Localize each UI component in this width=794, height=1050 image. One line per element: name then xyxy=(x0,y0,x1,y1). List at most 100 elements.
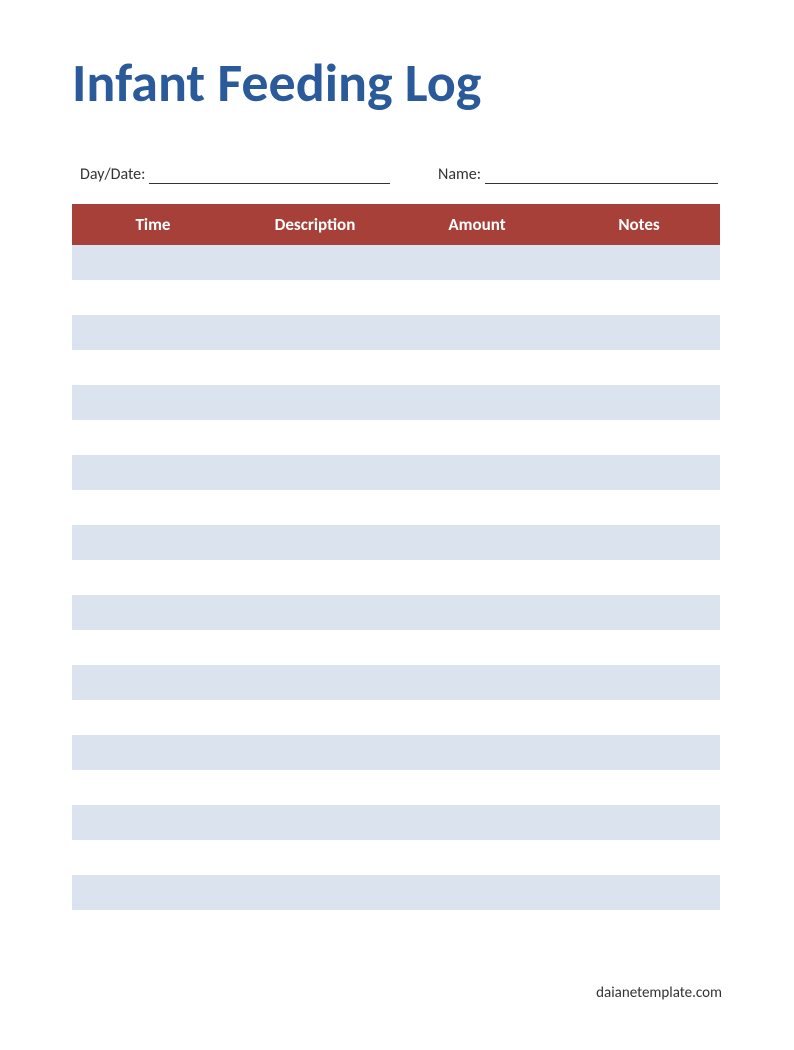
table-cell[interactable] xyxy=(396,805,558,840)
table-cell[interactable] xyxy=(396,700,558,735)
day-date-input-line[interactable] xyxy=(149,166,390,184)
table-cell[interactable] xyxy=(396,490,558,525)
table-cell[interactable] xyxy=(558,525,720,560)
table-cell[interactable] xyxy=(558,665,720,700)
table-row xyxy=(72,490,720,525)
table-cell[interactable] xyxy=(396,770,558,805)
table-cell[interactable] xyxy=(72,560,234,595)
table-cell[interactable] xyxy=(558,490,720,525)
table-cell[interactable] xyxy=(558,875,720,910)
table-cell[interactable] xyxy=(72,350,234,385)
table-cell[interactable] xyxy=(72,455,234,490)
table-cell[interactable] xyxy=(558,280,720,315)
table-cell[interactable] xyxy=(72,805,234,840)
table-cell[interactable] xyxy=(72,630,234,665)
table-cell[interactable] xyxy=(396,910,558,945)
table-cell[interactable] xyxy=(72,525,234,560)
table-cell[interactable] xyxy=(558,770,720,805)
table-cell[interactable] xyxy=(558,350,720,385)
table-cell[interactable] xyxy=(396,735,558,770)
table-cell[interactable] xyxy=(396,595,558,630)
table-cell[interactable] xyxy=(234,735,396,770)
table-cell[interactable] xyxy=(234,245,396,280)
table-cell[interactable] xyxy=(234,630,396,665)
table-row xyxy=(72,315,720,350)
table-cell[interactable] xyxy=(72,840,234,875)
table-cell[interactable] xyxy=(396,525,558,560)
table-cell[interactable] xyxy=(72,770,234,805)
table-cell[interactable] xyxy=(72,910,234,945)
table-cell[interactable] xyxy=(72,735,234,770)
table-cell[interactable] xyxy=(558,245,720,280)
table-cell[interactable] xyxy=(234,700,396,735)
table-cell[interactable] xyxy=(558,840,720,875)
table-cell[interactable] xyxy=(396,455,558,490)
table-cell[interactable] xyxy=(72,315,234,350)
table-cell[interactable] xyxy=(396,420,558,455)
table-cell[interactable] xyxy=(234,665,396,700)
table-row xyxy=(72,665,720,700)
table-cell[interactable] xyxy=(72,875,234,910)
table-cell[interactable] xyxy=(72,420,234,455)
table-cell[interactable] xyxy=(396,350,558,385)
table-cell[interactable] xyxy=(396,280,558,315)
table-row xyxy=(72,840,720,875)
table-row xyxy=(72,280,720,315)
table-cell[interactable] xyxy=(396,875,558,910)
table-cell[interactable] xyxy=(72,665,234,700)
table-row xyxy=(72,560,720,595)
table-cell[interactable] xyxy=(234,595,396,630)
table-cell[interactable] xyxy=(72,595,234,630)
table-cell[interactable] xyxy=(396,840,558,875)
table-cell[interactable] xyxy=(234,385,396,420)
table-cell[interactable] xyxy=(234,490,396,525)
table-cell[interactable] xyxy=(234,910,396,945)
table-cell[interactable] xyxy=(234,840,396,875)
table-cell[interactable] xyxy=(234,420,396,455)
table-cell[interactable] xyxy=(234,805,396,840)
table-cell[interactable] xyxy=(72,700,234,735)
table-cell[interactable] xyxy=(72,385,234,420)
table-cell[interactable] xyxy=(234,315,396,350)
table-row xyxy=(72,735,720,770)
table-row xyxy=(72,805,720,840)
name-input-line[interactable] xyxy=(485,166,718,184)
table-cell[interactable] xyxy=(396,560,558,595)
table-cell[interactable] xyxy=(396,315,558,350)
table-cell[interactable] xyxy=(234,525,396,560)
table-cell[interactable] xyxy=(72,280,234,315)
table-cell[interactable] xyxy=(558,735,720,770)
table-cell[interactable] xyxy=(558,700,720,735)
table-cell[interactable] xyxy=(396,245,558,280)
table-cell[interactable] xyxy=(72,245,234,280)
table-header-row: Time Description Amount Notes xyxy=(72,204,720,245)
table-cell[interactable] xyxy=(234,560,396,595)
table-cell[interactable] xyxy=(234,770,396,805)
day-date-label: Day/Date: xyxy=(80,165,149,184)
table-cell[interactable] xyxy=(234,875,396,910)
column-header-time: Time xyxy=(72,204,234,245)
table-row xyxy=(72,455,720,490)
table-cell[interactable] xyxy=(558,420,720,455)
day-date-field: Day/Date: xyxy=(80,165,390,184)
table-cell[interactable] xyxy=(396,665,558,700)
table-cell[interactable] xyxy=(558,315,720,350)
table-cell[interactable] xyxy=(558,910,720,945)
table-row xyxy=(72,525,720,560)
column-header-notes: Notes xyxy=(558,204,720,245)
table-cell[interactable] xyxy=(234,280,396,315)
table-cell[interactable] xyxy=(396,385,558,420)
table-cell[interactable] xyxy=(558,805,720,840)
table-cell[interactable] xyxy=(396,630,558,665)
table-cell[interactable] xyxy=(72,490,234,525)
table-cell[interactable] xyxy=(558,455,720,490)
table-cell[interactable] xyxy=(558,595,720,630)
table-cell[interactable] xyxy=(558,630,720,665)
table-cell[interactable] xyxy=(234,350,396,385)
name-label: Name: xyxy=(438,165,485,184)
table-cell[interactable] xyxy=(558,560,720,595)
table-cell[interactable] xyxy=(558,385,720,420)
table-row xyxy=(72,385,720,420)
table-row xyxy=(72,875,720,910)
table-cell[interactable] xyxy=(234,455,396,490)
